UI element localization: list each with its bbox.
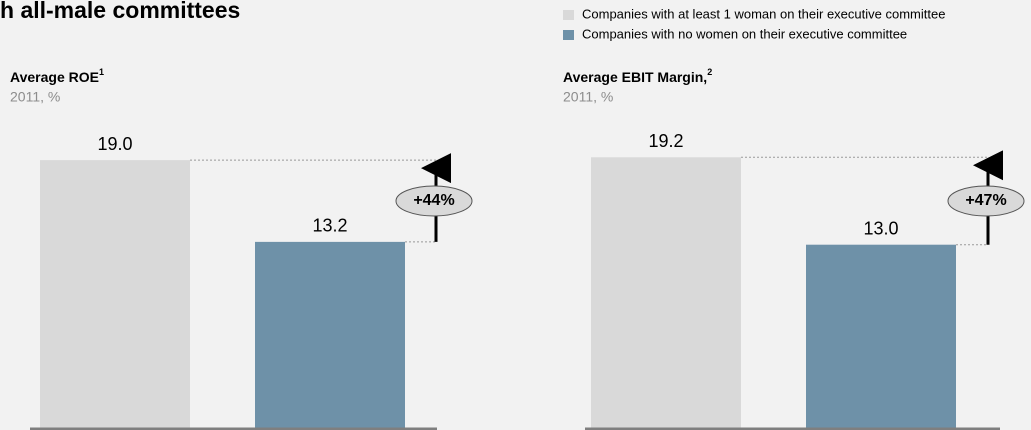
legend-label: Companies with at least 1 woman on their… bbox=[582, 6, 945, 21]
legend-label: Companies with no women on their executi… bbox=[582, 26, 907, 41]
chart-title-text: Average ROE bbox=[10, 69, 99, 85]
annotation-badge bbox=[395, 185, 473, 217]
page-title: h all-male committees bbox=[0, 0, 240, 23]
bar bbox=[591, 157, 741, 428]
annotation: +47% bbox=[965, 192, 1006, 209]
chart-title-superscript: 2 bbox=[707, 67, 712, 77]
value-label: 19.0 bbox=[97, 134, 132, 154]
bar bbox=[806, 244, 956, 428]
bar bbox=[40, 160, 190, 428]
chart-title-superscript: 1 bbox=[99, 67, 104, 77]
legend-swatch bbox=[563, 30, 574, 40]
annotation-badge bbox=[947, 185, 1025, 217]
chart-title: Average EBIT Margin,2 bbox=[563, 67, 712, 84]
value-label: 13.2 bbox=[312, 216, 347, 236]
value-label: 19.2 bbox=[648, 131, 683, 151]
value-label: 13.0 bbox=[863, 218, 898, 238]
chart-subtitle: 2011, % bbox=[10, 89, 60, 105]
legend-swatch bbox=[563, 10, 574, 20]
chart-title: Average ROE1 bbox=[10, 67, 104, 84]
bar bbox=[255, 241, 405, 428]
chart-title-text: Average EBIT Margin, bbox=[563, 69, 707, 85]
chart-subtitle: 2011, % bbox=[563, 89, 613, 105]
annotation: +44% bbox=[413, 192, 454, 209]
